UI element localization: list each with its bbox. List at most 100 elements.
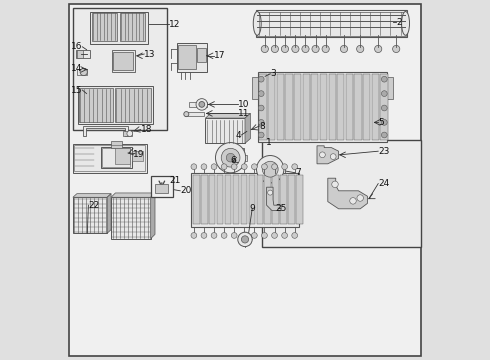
Bar	[238, 155, 247, 161]
Bar	[76, 50, 90, 58]
Bar	[380, 74, 388, 140]
Bar	[101, 147, 132, 168]
Polygon shape	[73, 194, 111, 197]
Circle shape	[341, 45, 347, 53]
Circle shape	[231, 164, 237, 170]
Circle shape	[282, 233, 288, 238]
Circle shape	[231, 233, 237, 238]
Text: 21: 21	[170, 176, 181, 185]
Bar	[265, 175, 271, 224]
Polygon shape	[111, 193, 155, 197]
Bar	[233, 175, 239, 224]
Text: 6: 6	[230, 156, 236, 165]
Circle shape	[221, 148, 240, 167]
Bar	[262, 176, 279, 184]
Text: 25: 25	[275, 204, 287, 213]
Text: 8: 8	[259, 122, 265, 131]
Text: 17: 17	[215, 51, 226, 60]
Bar	[256, 10, 407, 37]
Circle shape	[381, 91, 387, 96]
Text: 10: 10	[238, 100, 249, 109]
Text: 11: 11	[238, 109, 249, 118]
Circle shape	[258, 132, 264, 138]
Text: 14: 14	[71, 64, 82, 73]
Text: 18: 18	[141, 125, 152, 134]
Text: 4: 4	[236, 131, 242, 140]
Bar	[288, 175, 294, 224]
Circle shape	[271, 45, 278, 53]
Circle shape	[292, 164, 297, 170]
Circle shape	[196, 99, 208, 110]
Bar	[116, 148, 130, 164]
Text: 1: 1	[266, 138, 271, 147]
Circle shape	[292, 233, 297, 238]
Text: 3: 3	[270, 69, 276, 78]
Circle shape	[242, 164, 247, 170]
Circle shape	[381, 132, 387, 138]
Circle shape	[191, 164, 197, 170]
Circle shape	[312, 45, 319, 53]
Bar	[259, 74, 267, 140]
Circle shape	[257, 156, 284, 183]
Text: 24: 24	[378, 179, 390, 188]
Polygon shape	[267, 187, 281, 211]
Bar	[76, 69, 87, 75]
Bar	[257, 12, 406, 36]
Circle shape	[302, 45, 309, 53]
Bar	[77, 86, 153, 124]
Bar	[258, 72, 387, 142]
Bar	[328, 74, 336, 140]
Polygon shape	[83, 126, 128, 136]
Bar	[151, 176, 173, 197]
Circle shape	[262, 164, 268, 170]
Circle shape	[184, 112, 189, 117]
Bar	[185, 112, 204, 116]
Bar	[102, 148, 130, 167]
Bar	[296, 175, 303, 224]
Circle shape	[251, 164, 257, 170]
Bar	[73, 8, 167, 130]
Bar	[112, 50, 135, 72]
Bar	[257, 175, 263, 224]
Bar	[116, 88, 151, 122]
Circle shape	[80, 68, 87, 76]
Bar	[189, 102, 207, 107]
Bar	[193, 175, 199, 224]
Bar	[262, 140, 421, 247]
Circle shape	[201, 233, 207, 238]
Circle shape	[258, 120, 264, 125]
Circle shape	[211, 233, 217, 238]
Bar	[191, 173, 299, 227]
Circle shape	[322, 45, 329, 53]
Circle shape	[350, 198, 356, 204]
Bar	[79, 88, 113, 122]
Bar	[320, 74, 327, 140]
Circle shape	[127, 131, 133, 136]
Ellipse shape	[253, 12, 261, 35]
Text: 23: 23	[378, 147, 390, 156]
Text: 16: 16	[71, 42, 82, 51]
Circle shape	[262, 161, 278, 177]
Circle shape	[201, 164, 207, 170]
Bar	[252, 77, 258, 99]
Bar	[346, 74, 353, 140]
Bar	[209, 175, 216, 224]
Bar	[176, 43, 207, 72]
Circle shape	[292, 45, 299, 53]
Circle shape	[319, 152, 325, 158]
Polygon shape	[151, 193, 155, 239]
Ellipse shape	[402, 12, 410, 35]
Bar	[73, 197, 107, 233]
Circle shape	[258, 76, 264, 82]
Bar	[111, 141, 122, 148]
Bar	[132, 151, 143, 161]
Bar	[76, 50, 83, 58]
Circle shape	[258, 91, 264, 96]
Circle shape	[268, 190, 273, 195]
Bar	[225, 175, 231, 224]
Bar	[241, 175, 247, 224]
Circle shape	[374, 45, 382, 53]
Bar	[178, 45, 196, 69]
Bar	[387, 77, 392, 99]
Circle shape	[271, 233, 277, 238]
